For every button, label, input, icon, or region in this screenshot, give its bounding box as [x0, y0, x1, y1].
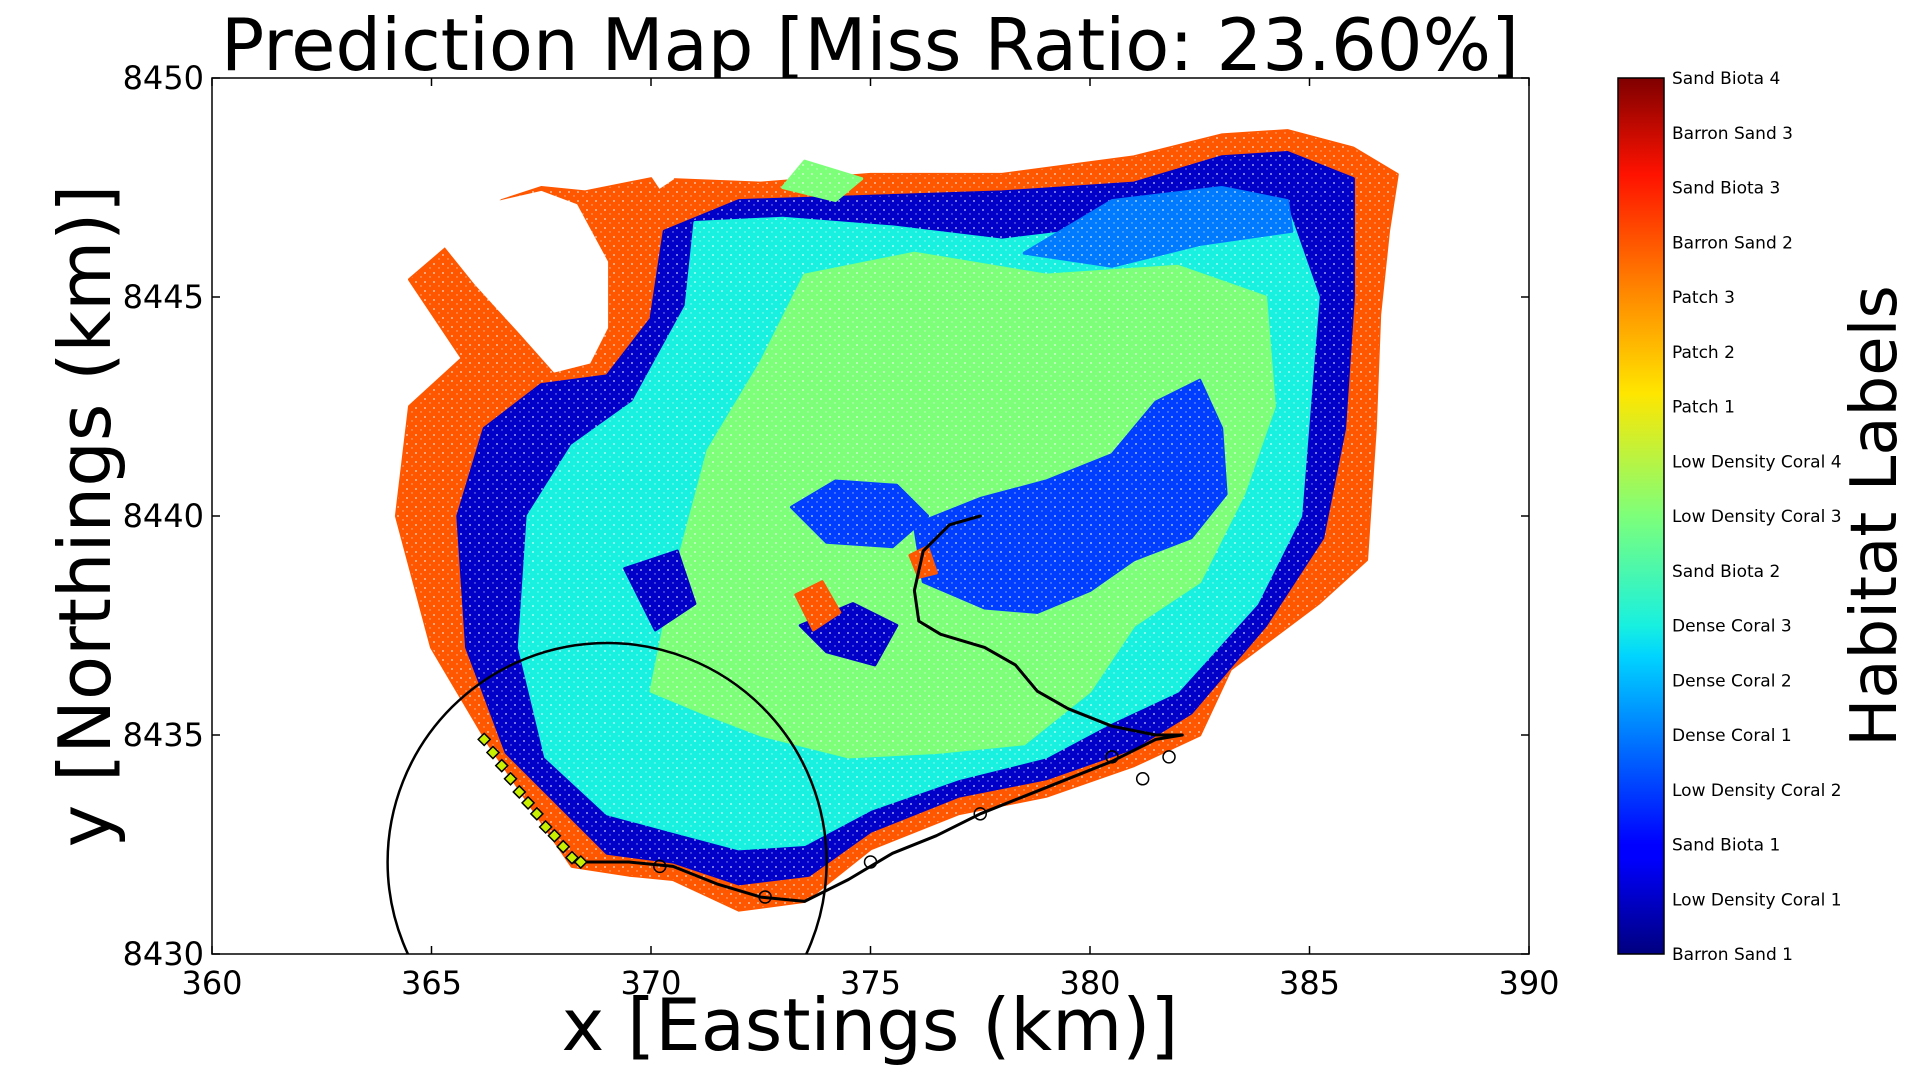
circle-marker-3 — [973, 807, 987, 821]
colorbar: Barron Sand 1 Low Density Coral 1 Sand Bio… — [1617, 69, 1912, 965]
colorbar-label-2: Sand Biota 1 — [1672, 836, 1780, 856]
diamond-marker-7 — [538, 819, 553, 835]
x-tick-label-2: 370 — [620, 964, 681, 1002]
colorbar-label-10: Patch 1 — [1672, 398, 1735, 418]
habitat-region-texture-8 — [1024, 187, 1292, 267]
colorbar-labels: Barron Sand 1 Low Density Coral 1 Sand Bio… — [1672, 69, 1842, 965]
x-tick-label-3: 375 — [840, 964, 901, 1002]
diamond-marker-4 — [512, 784, 527, 800]
x-axis-title: x [Eastings (km)] — [562, 983, 1179, 1067]
habitat-region-texture-10 — [910, 546, 937, 578]
diamond-marker-10 — [564, 850, 580, 865]
colorbar-label-15: Barron Sand 3 — [1672, 124, 1793, 144]
track-line-1 — [912, 514, 1184, 737]
habitat-region-texture-5 — [791, 481, 928, 547]
colorbar-label-8: Low Density Coral 3 — [1672, 507, 1842, 527]
habitat-region-texture-11 — [782, 161, 862, 201]
colorbar-label-7: Sand Biota 2 — [1672, 562, 1780, 582]
y-tick-label-3: 8445 — [123, 278, 204, 316]
x-tick-label-1: 365 — [401, 964, 462, 1002]
diamond-marker-9 — [556, 839, 571, 854]
colorbar-label-6: Dense Coral 3 — [1672, 617, 1792, 637]
track-markers — [477, 732, 1176, 904]
circle-marker-6 — [1162, 750, 1176, 764]
habitat-region-texture-7 — [624, 551, 695, 630]
colorbar-title: Habitat Labels — [1838, 285, 1912, 747]
circle-marker-4 — [1105, 750, 1119, 764]
y-tick-label-1: 8435 — [123, 716, 204, 754]
y-axis-title: y [Northings (km)] — [43, 185, 127, 848]
diamond-marker-11 — [573, 854, 588, 870]
circle-marker-1 — [758, 890, 772, 904]
colorbar-label-1: Low Density Coral 1 — [1672, 890, 1842, 910]
colorbar-label-12: Patch 3 — [1672, 288, 1735, 308]
y-tick-label-2: 8440 — [123, 497, 204, 535]
colorbar-label-4: Dense Coral 1 — [1672, 726, 1792, 746]
colorbar-label-16: Sand Biota 4 — [1672, 69, 1780, 89]
circle-marker-0 — [653, 859, 667, 874]
diamond-marker-6 — [529, 806, 544, 821]
chart-title: Prediction Map [Miss Ratio: 23.60%] — [221, 3, 1519, 87]
habitat-region-texture-9 — [795, 581, 840, 630]
colorbar-gradient — [1617, 77, 1665, 955]
colorbar-label-11: Patch 2 — [1672, 343, 1735, 363]
habitat-region-texture-4 — [914, 380, 1227, 613]
no-data-gap-0 — [438, 190, 609, 373]
circle-marker-2 — [863, 855, 878, 869]
track-line-0 — [570, 733, 1184, 903]
y-axis-ticks: 8430 8435 8440 8445 8450 — [123, 59, 1529, 973]
track-lines — [386, 514, 1184, 954]
colorbar-label-0: Barron Sand 1 — [1672, 945, 1793, 965]
colorbar-label-3: Low Density Coral 2 — [1672, 781, 1842, 801]
diamond-marker-8 — [547, 828, 562, 843]
diamond-marker-3 — [503, 771, 518, 786]
diamond-marker-5 — [521, 795, 536, 810]
search-radius-circle — [386, 641, 828, 954]
colorbar-label-9: Low Density Coral 4 — [1672, 452, 1842, 472]
colorbar-label-14: Sand Biota 3 — [1672, 179, 1780, 199]
colorbar-label-13: Barron Sand 2 — [1672, 233, 1793, 253]
diamond-marker-0 — [477, 732, 492, 747]
diamond-marker-1 — [485, 745, 501, 760]
x-tick-label-0: 360 — [181, 964, 242, 1002]
circle-marker-5 — [1135, 772, 1150, 786]
habitat-regions — [394, 129, 1399, 912]
x-tick-label-4: 380 — [1059, 964, 1120, 1002]
plot-area: 360 365 370 375 380 385 390 843084358440844584… — [123, 59, 1560, 1002]
x-tick-label-6: 390 — [1498, 964, 1559, 1002]
x-tick-label-5: 385 — [1279, 964, 1340, 1002]
diamond-marker-2 — [494, 758, 509, 773]
no-data-gap-1 — [649, 159, 675, 189]
colorbar-label-5: Dense Coral 2 — [1672, 671, 1792, 691]
y-tick-label-4: 8450 — [123, 59, 204, 97]
x-axis-ticks: 360 365 370 375 380 385 390 — [181, 78, 1560, 1002]
y-tick-label-0: 8430 — [123, 935, 204, 973]
